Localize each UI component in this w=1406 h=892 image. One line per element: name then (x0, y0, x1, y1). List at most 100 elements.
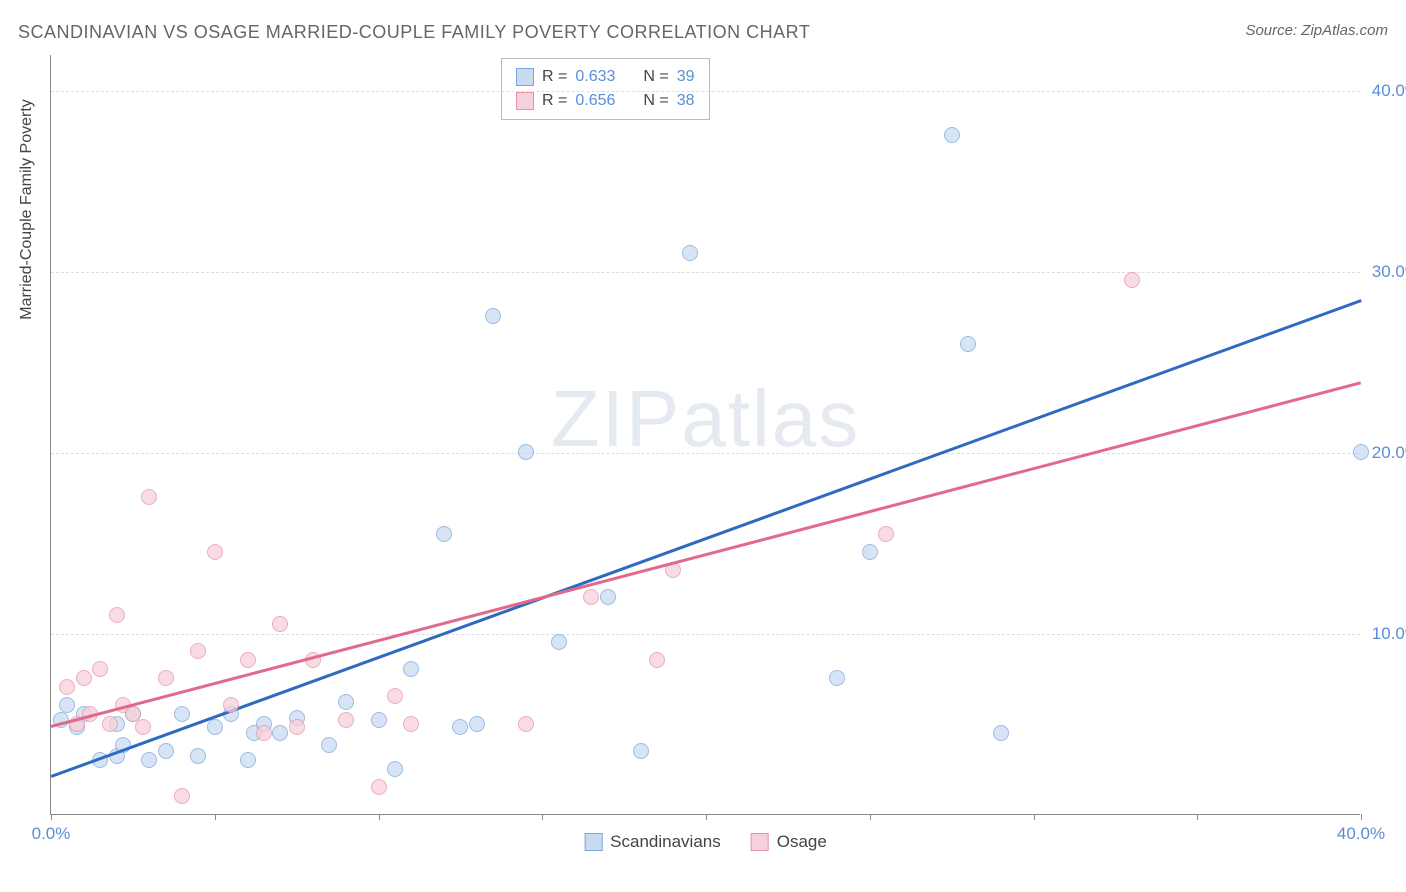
trendline (51, 299, 1362, 777)
data-point (1124, 272, 1140, 288)
data-point (862, 544, 878, 560)
data-point (76, 670, 92, 686)
y-axis-label: Married-Couple Family Poverty (18, 99, 36, 320)
data-point (387, 688, 403, 704)
data-point (993, 725, 1009, 741)
legend-label-osage: Osage (777, 832, 827, 852)
watermark: ZIPatlas (551, 373, 860, 465)
data-point (109, 607, 125, 623)
data-point (240, 752, 256, 768)
data-point (682, 245, 698, 261)
r-value-osage: 0.656 (575, 92, 615, 110)
trendline (51, 381, 1362, 727)
data-point (649, 652, 665, 668)
gridline (51, 634, 1360, 635)
gridline (51, 91, 1360, 92)
n-value-osage: 38 (677, 92, 695, 110)
data-point (272, 616, 288, 632)
data-point (141, 489, 157, 505)
data-point (1353, 444, 1369, 460)
y-tick-label: 10.0% (1372, 624, 1406, 644)
data-point (190, 748, 206, 764)
data-point (485, 308, 501, 324)
data-point (102, 716, 118, 732)
data-point (403, 661, 419, 677)
data-point (944, 127, 960, 143)
data-point (960, 336, 976, 352)
data-point (469, 716, 485, 732)
data-point (551, 634, 567, 650)
n-label: N = (643, 68, 668, 86)
legend-stats: R = 0.633 N = 39 R = 0.656 N = 38 (501, 58, 710, 120)
legend-series: Scandinavians Osage (584, 832, 827, 852)
data-point (321, 737, 337, 753)
gridline (51, 272, 1360, 273)
x-tick (51, 814, 52, 820)
y-tick-label: 30.0% (1372, 262, 1406, 282)
x-tick-label: 0.0% (32, 824, 71, 844)
data-point (174, 706, 190, 722)
data-point (92, 661, 108, 677)
data-point (583, 589, 599, 605)
data-point (338, 712, 354, 728)
data-point (518, 716, 534, 732)
legend-row-scandinavians: R = 0.633 N = 39 (516, 65, 695, 89)
watermark-zip: ZIP (551, 374, 681, 463)
data-point (223, 697, 239, 713)
swatch-scandinavians (516, 68, 534, 86)
data-point (633, 743, 649, 759)
n-value-scandinavians: 39 (677, 68, 695, 86)
data-point (240, 652, 256, 668)
x-tick (1361, 814, 1362, 820)
data-point (403, 716, 419, 732)
data-point (158, 743, 174, 759)
data-point (158, 670, 174, 686)
data-point (600, 589, 616, 605)
legend-item-scandinavians: Scandinavians (584, 832, 721, 852)
data-point (207, 719, 223, 735)
data-point (190, 643, 206, 659)
data-point (272, 725, 288, 741)
y-tick-label: 40.0% (1372, 81, 1406, 101)
data-point (371, 712, 387, 728)
chart-title: SCANDINAVIAN VS OSAGE MARRIED-COUPLE FAM… (18, 22, 810, 43)
data-point (436, 526, 452, 542)
x-tick (870, 814, 871, 820)
plot-area: ZIPatlas R = 0.633 N = 39 R = 0.656 N = … (50, 55, 1360, 815)
x-tick (1197, 814, 1198, 820)
legend-item-osage: Osage (751, 832, 827, 852)
data-point (59, 679, 75, 695)
source-attribution: Source: ZipAtlas.com (1245, 22, 1388, 39)
x-tick (542, 814, 543, 820)
n-label: N = (643, 92, 668, 110)
x-tick (215, 814, 216, 820)
data-point (207, 544, 223, 560)
data-point (338, 694, 354, 710)
legend-row-osage: R = 0.656 N = 38 (516, 89, 695, 113)
data-point (174, 788, 190, 804)
x-tick (706, 814, 707, 820)
swatch-scandinavians-bottom (584, 833, 602, 851)
x-tick (1034, 814, 1035, 820)
data-point (878, 526, 894, 542)
r-label: R = (542, 92, 567, 110)
x-tick (379, 814, 380, 820)
data-point (289, 719, 305, 735)
r-value-scandinavians: 0.633 (575, 68, 615, 86)
data-point (141, 752, 157, 768)
swatch-osage-bottom (751, 833, 769, 851)
data-point (518, 444, 534, 460)
data-point (387, 761, 403, 777)
legend-label-scandinavians: Scandinavians (610, 832, 721, 852)
swatch-osage (516, 92, 534, 110)
data-point (371, 779, 387, 795)
watermark-atlas: atlas (681, 374, 860, 463)
data-point (135, 719, 151, 735)
chart-container: SCANDINAVIAN VS OSAGE MARRIED-COUPLE FAM… (0, 0, 1406, 892)
r-label: R = (542, 68, 567, 86)
data-point (256, 725, 272, 741)
data-point (829, 670, 845, 686)
y-tick-label: 20.0% (1372, 443, 1406, 463)
gridline (51, 453, 1360, 454)
x-tick-label: 40.0% (1337, 824, 1385, 844)
